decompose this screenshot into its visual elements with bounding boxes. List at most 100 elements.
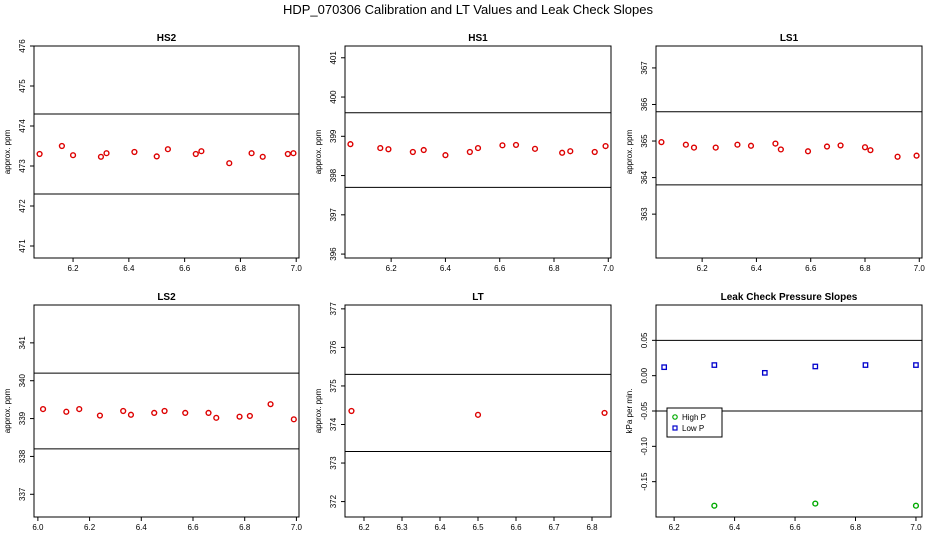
y-tick-label-ls1-2: 365 <box>640 134 649 148</box>
x-tick-label-lt-1: 6.3 <box>396 523 408 532</box>
point-leak-1-1 <box>711 362 718 368</box>
point-hs2-0-8 <box>192 150 199 158</box>
y-tick-label-hs2-0: 471 <box>18 239 27 253</box>
point-hs1-0-4 <box>420 146 427 154</box>
x-tick-label-hs2-3: 6.8 <box>235 264 247 273</box>
y-tick-label-ls2-4: 341 <box>18 336 27 350</box>
x-tick-label-hs1-3: 6.8 <box>548 264 560 273</box>
x-tick-label-ls2-4: 6.8 <box>239 523 251 532</box>
x-tick-label-lt-6: 6.8 <box>586 523 598 532</box>
x-tick-label-leak-0: 6.2 <box>669 523 681 532</box>
point-leak-1-2 <box>761 369 768 376</box>
y-tick-label-lt-5: 377 <box>329 302 338 316</box>
y-axis-label-hs1: approx. ppm <box>314 129 323 174</box>
y-tick-label-lt-1: 373 <box>329 456 338 470</box>
point-ls2-0-10 <box>213 414 220 421</box>
x-tick-label-hs2-0: 6.2 <box>67 264 79 273</box>
y-tick-label-hs2-2: 473 <box>18 159 27 173</box>
panel-hs2: HS2 approx. ppm 6.2 6.4 6.6 6.8 7.0 471 472 473 47… <box>3 33 302 273</box>
legend: High P Low P <box>666 407 723 438</box>
x-tick-label-leak-4: 7.0 <box>910 523 922 532</box>
point-leak-1-3 <box>812 363 819 370</box>
y-tick-label-lt-3: 375 <box>329 379 338 393</box>
y-tick-label-leak-2: -0.05 <box>640 401 649 420</box>
x-tick-label-hs1-1: 6.4 <box>440 264 452 273</box>
x-tick-label-hs1-0: 6.2 <box>386 264 398 273</box>
y-tick-label-leak-4: 0.05 <box>640 332 649 348</box>
y-tick-label-hs2-3: 474 <box>18 119 27 133</box>
panel-title-hs2: HS2 <box>157 33 177 44</box>
point-hs1-0-13 <box>591 148 598 156</box>
x-tick-label-lt-2: 6.4 <box>434 523 446 532</box>
point-ls2-0-14 <box>290 416 297 423</box>
y-axis-label-leak: kPa per min. <box>625 389 634 434</box>
x-tick-label-leak-2: 6.6 <box>789 523 801 532</box>
y-tick-label-lt-2: 374 <box>329 417 338 431</box>
point-hs2-0-5 <box>131 148 138 156</box>
point-lt-0-0 <box>348 407 355 415</box>
point-hs1-0-6 <box>466 148 473 156</box>
panel-title-ls2: LS2 <box>157 292 176 303</box>
point-ls1-0-3 <box>712 144 719 151</box>
y-tick-label-ls1-3: 366 <box>640 97 649 111</box>
y-tick-label-ls2-2: 339 <box>18 411 27 425</box>
point-lt-0-1 <box>474 411 482 418</box>
x-tick-label-hs1-4: 7.0 <box>603 264 615 273</box>
point-leak-1-4 <box>862 362 869 368</box>
point-hs2-0-13 <box>284 150 291 158</box>
point-ls1-0-9 <box>823 143 831 150</box>
y-tick-label-ls1-0: 363 <box>640 207 649 221</box>
panel-title-hs1: HS1 <box>468 33 488 44</box>
y-tick-label-hs2-1: 472 <box>18 199 27 213</box>
point-leak-1-0 <box>661 364 668 371</box>
point-hs1-0-7 <box>474 144 482 152</box>
y-tick-label-ls2-1: 338 <box>18 449 27 463</box>
y-tick-label-hs1-4: 400 <box>329 90 338 104</box>
y-axis-label-hs2: approx. ppm <box>3 129 12 174</box>
point-hs1-0-0 <box>347 141 354 148</box>
point-hs1-0-11 <box>559 149 566 156</box>
point-ls1-0-1 <box>682 141 689 148</box>
point-leak-0-2 <box>912 502 920 509</box>
y-tick-label-hs1-5: 401 <box>329 51 338 65</box>
figure-title: HDP_070306 Calibration and LT Values and… <box>283 2 654 17</box>
point-ls1-0-14 <box>913 152 920 159</box>
plot-frame-hs2 <box>33 45 300 259</box>
point-ls1-0-4 <box>734 141 741 148</box>
point-ls2-0-6 <box>151 409 158 416</box>
point-hs2-0-1 <box>58 142 65 150</box>
legend-label-0: High P <box>682 413 706 422</box>
point-ls1-0-8 <box>804 148 812 155</box>
point-ls1-0-13 <box>894 153 901 160</box>
y-tick-label-leak-3: 0.00 <box>640 367 649 383</box>
x-tick-label-ls1-3: 6.8 <box>859 264 871 273</box>
legend-marker-1 <box>672 425 678 431</box>
point-hs2-0-14 <box>290 150 297 157</box>
panel-title-lt: LT <box>472 292 483 303</box>
panel-title-ls1: LS1 <box>780 33 799 44</box>
point-ls1-0-6 <box>772 140 779 147</box>
point-hs1-0-9 <box>512 141 520 149</box>
point-hs1-0-5 <box>442 152 449 159</box>
legend-label-1: Low P <box>682 424 704 433</box>
x-tick-label-ls2-0: 6.0 <box>32 523 44 532</box>
legend-marker-0 <box>672 414 678 420</box>
point-hs1-0-8 <box>499 142 506 149</box>
x-tick-label-hs2-4: 7.0 <box>291 264 303 273</box>
panel-ls1: LS1 approx. ppm 6.2 6.4 6.6 6.8 7.0 363 364 365 36… <box>625 33 925 273</box>
legend-box <box>666 407 723 438</box>
x-tick-label-lt-5: 6.7 <box>548 523 560 532</box>
y-tick-label-hs1-1: 397 <box>329 208 338 222</box>
x-tick-label-leak-3: 6.8 <box>850 523 862 532</box>
point-ls2-0-11 <box>236 413 243 420</box>
y-tick-label-hs1-2: 398 <box>329 168 338 182</box>
y-tick-label-lt-4: 376 <box>329 340 338 354</box>
point-hs1-0-1 <box>377 144 384 152</box>
panel-lt: LT approx. ppm 6.2 6.3 6.4 6.5 6.6 6.7 6.8 372 373… <box>314 292 612 532</box>
point-hs1-0-3 <box>409 148 416 156</box>
x-tick-label-lt-0: 6.2 <box>358 523 370 532</box>
x-tick-label-lt-4: 6.6 <box>510 523 522 532</box>
y-tick-label-ls2-0: 337 <box>18 487 27 501</box>
x-tick-label-hs2-2: 6.6 <box>179 264 191 273</box>
